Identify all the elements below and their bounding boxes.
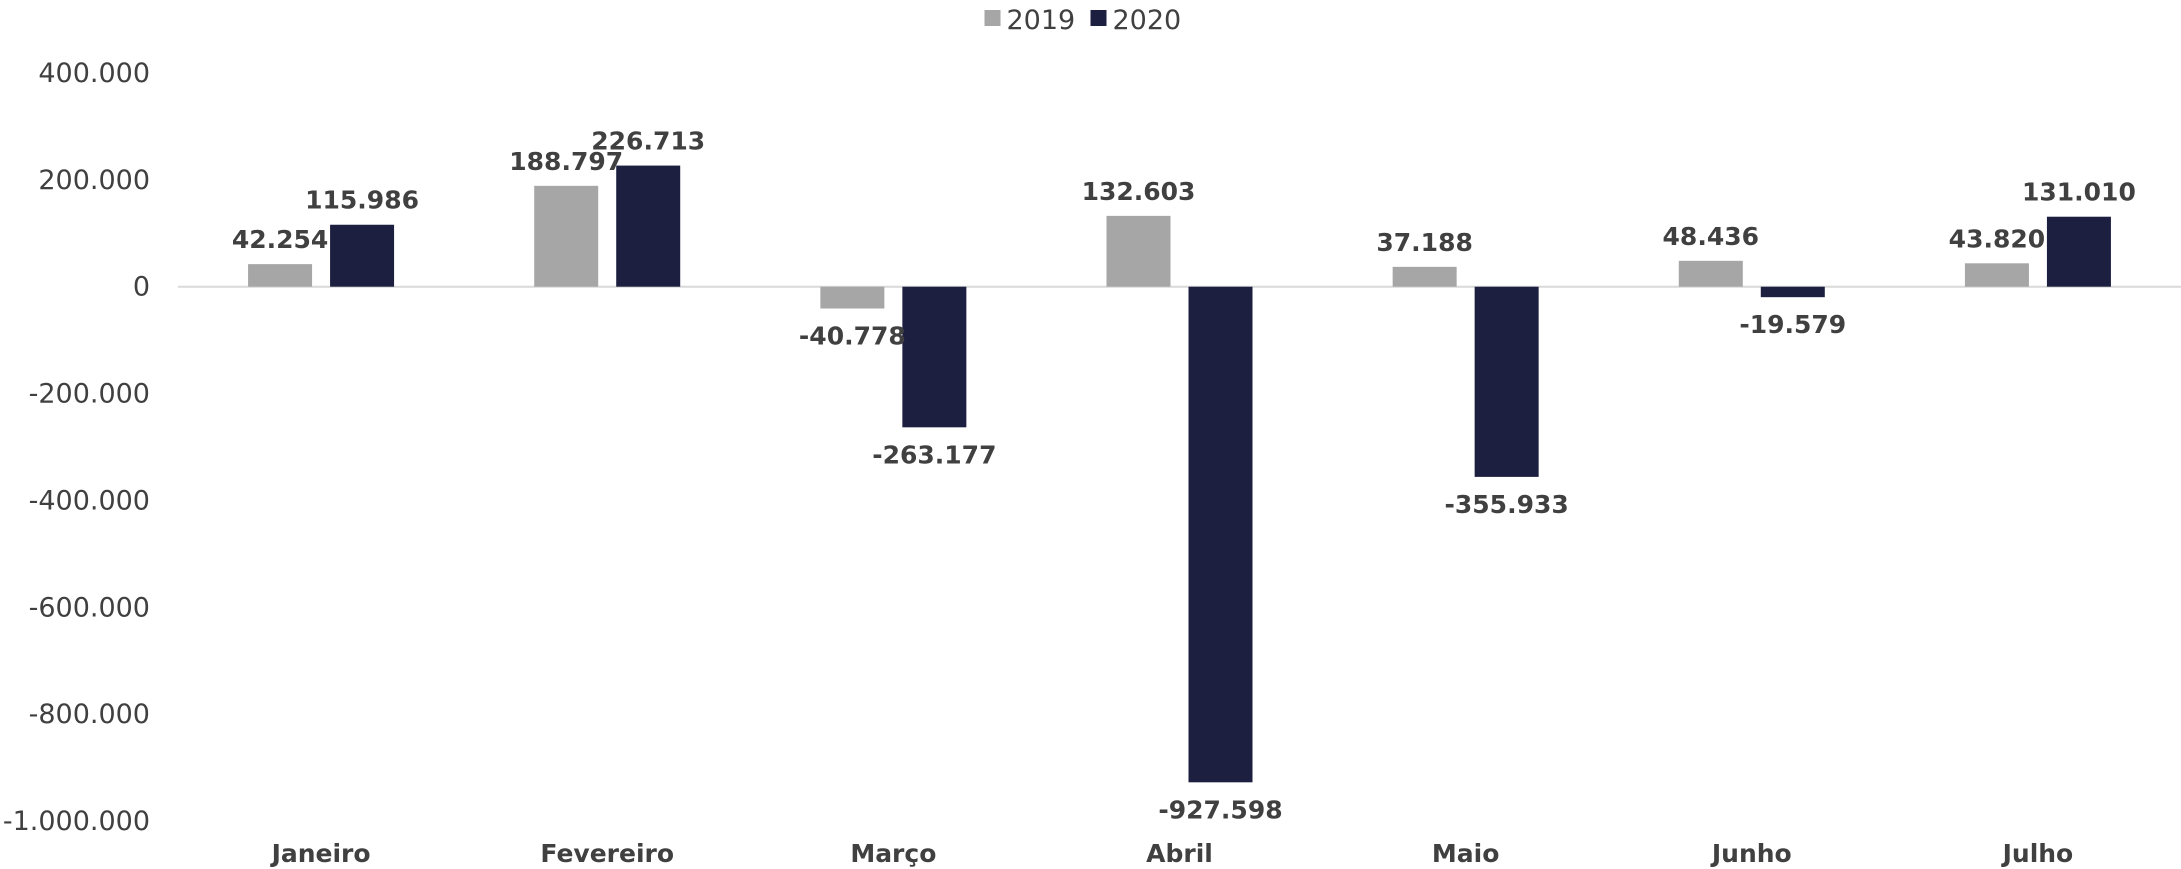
x-category-label: Maio — [1432, 839, 1500, 868]
x-category-label: Abril — [1146, 839, 1213, 868]
data-label-2019-abril: 132.603 — [1082, 177, 1196, 206]
y-tick-label: 400.000 — [38, 58, 150, 89]
legend-swatch-2019 — [984, 10, 1001, 26]
data-label-2020-janeiro: 115.986 — [305, 186, 419, 215]
bar-2020-março — [902, 286, 967, 428]
data-label-2020-abril: -927.598 — [1158, 795, 1282, 824]
data-label-2019-janeiro: 42.254 — [232, 225, 328, 254]
bar-2020-julho — [2046, 216, 2111, 287]
bar-2020-junho — [1760, 286, 1825, 298]
data-label-2019-fevereiro: 188.797 — [509, 147, 623, 176]
data-label-2019-junho: 48.436 — [1663, 222, 1759, 251]
bar-2019-julho — [1964, 263, 2029, 287]
legend-label-2020: 2020 — [1113, 5, 1182, 36]
y-tick-label: 0 — [133, 272, 150, 303]
x-category-label: Julho — [2001, 839, 2074, 868]
bar-2020-janeiro — [330, 224, 395, 287]
y-tick-label: -800.000 — [29, 699, 150, 730]
x-axis: Janeiro Fevereiro Março Abril Maio Junho Julho — [270, 839, 2074, 868]
data-label-2020-julho: 131.010 — [2022, 178, 2136, 207]
data-label-2020-março: -263.177 — [872, 440, 996, 469]
y-tick-label: -200.000 — [29, 379, 150, 410]
legend-label-2019: 2019 — [1007, 5, 1076, 36]
y-tick-label: -400.000 — [29, 485, 150, 516]
bar-2019-junho — [1678, 260, 1743, 287]
bar-2019-março — [820, 286, 885, 309]
data-label-2020-fevereiro: 226.713 — [591, 127, 705, 156]
data-label-2020-junho: -19.579 — [1739, 310, 1846, 339]
data-label-2019-maio: 37.188 — [1376, 228, 1472, 257]
data-label-2019-março: -40.778 — [799, 322, 906, 351]
x-category-label: Junho — [1710, 839, 1792, 868]
bar-2019-abril — [1106, 215, 1171, 287]
bar-2019-janeiro — [248, 264, 313, 287]
legend: 2019 2020 — [984, 5, 1182, 36]
bar-2019-maio — [1392, 266, 1457, 287]
x-category-label: Janeiro — [270, 839, 371, 868]
y-tick-label: 200.000 — [38, 165, 150, 196]
legend-swatch-2020 — [1090, 10, 1107, 26]
y-tick-label: -600.000 — [29, 592, 150, 623]
y-axis: 400.000 200.000 0 -200.000 -400.000 -600.000 -… — [3, 58, 150, 837]
bar-2020-maio — [1474, 286, 1539, 477]
bar-2019-fevereiro — [534, 185, 599, 287]
data-label-2019-julho: 43.820 — [1949, 224, 2045, 253]
x-category-label: Fevereiro — [540, 839, 674, 868]
y-tick-label: -1.000.000 — [3, 806, 150, 837]
x-category-label: Março — [850, 839, 936, 868]
bar-2020-abril — [1188, 286, 1253, 783]
bar-2020-fevereiro — [616, 165, 681, 287]
data-label-2020-maio: -355.933 — [1445, 490, 1569, 519]
bars — [248, 165, 2111, 783]
